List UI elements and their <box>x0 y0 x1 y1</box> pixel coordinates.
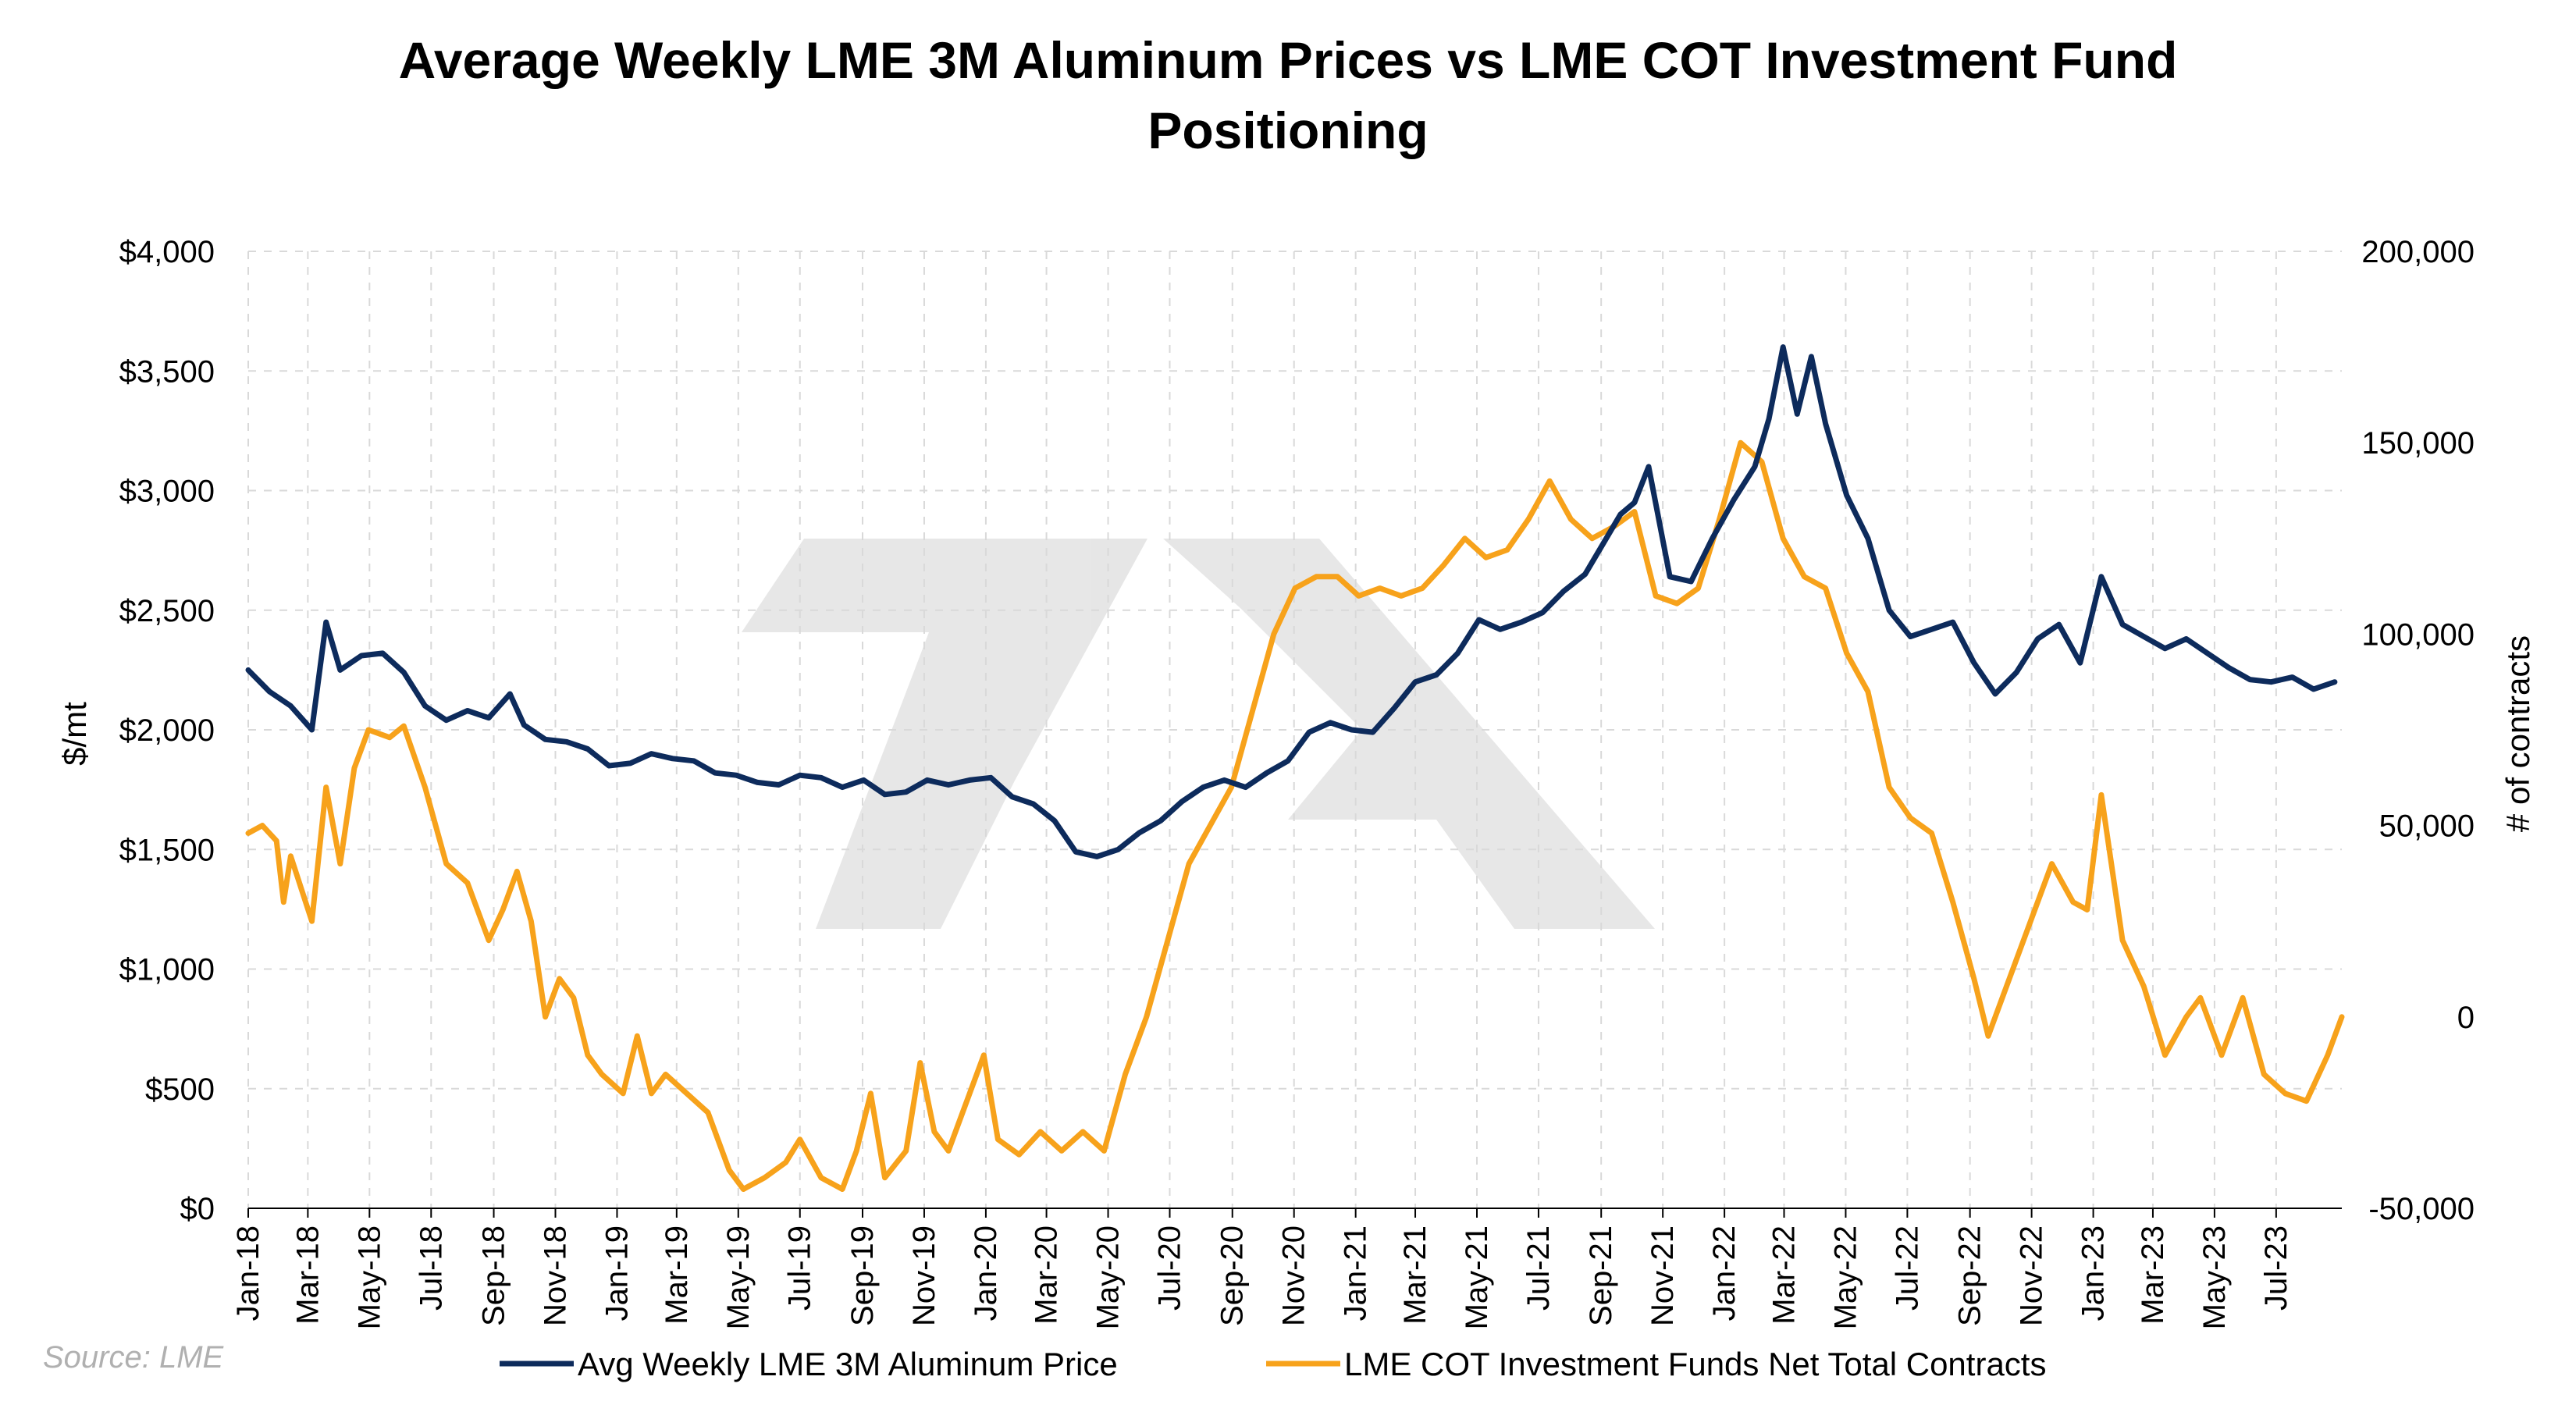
left-tick-label: $1,000 <box>119 953 215 987</box>
left-tick-label: $3,500 <box>119 354 215 389</box>
left-tick-label: $2,500 <box>119 594 215 628</box>
right-tick-label: -50,000 <box>2368 1192 2475 1226</box>
x-tick-label: Nov-18 <box>538 1225 572 1326</box>
right-tick-label: 100,000 <box>2361 617 2475 652</box>
x-tick-label: Mar-18 <box>290 1225 325 1325</box>
left-tick-label: $3,000 <box>119 475 215 509</box>
x-tick-label: Jul-21 <box>1521 1225 1556 1311</box>
x-tick-label: May-21 <box>1460 1225 1494 1329</box>
x-tick-label: Sep-18 <box>477 1225 511 1326</box>
x-tick-label: Sep-19 <box>845 1225 880 1326</box>
x-tick-label: Jan-23 <box>2076 1225 2111 1321</box>
x-tick-label: Jul-23 <box>2259 1225 2293 1311</box>
legend-label-contracts: LME COT Investment Funds Net Total Contr… <box>1344 1346 2046 1382</box>
x-tick-label: Sep-20 <box>1215 1225 1250 1326</box>
x-tick-label: Nov-19 <box>907 1225 941 1326</box>
source-note: Source: LME <box>43 1340 225 1375</box>
x-axis-ticks: Jan-18 Mar-18 May-18 Jul-18 Sep-18 Nov-18 Jan-… <box>231 1208 2342 1329</box>
x-tick-label: Mar-20 <box>1030 1225 1064 1325</box>
x-tick-label: May-18 <box>352 1225 386 1329</box>
x-tick-label: May-20 <box>1091 1225 1126 1329</box>
series-lines <box>245 344 2345 1192</box>
series-line-contracts <box>245 439 2345 1192</box>
legend-label-price: Avg Weekly LME 3M Aluminum Price <box>578 1346 1118 1382</box>
left-tick-label: $500 <box>145 1072 215 1107</box>
x-tick-label: Jul-20 <box>1152 1225 1187 1311</box>
x-tick-label: Jul-18 <box>414 1225 448 1311</box>
right-tick-label: 50,000 <box>2379 809 2475 844</box>
left-tick-label: $1,500 <box>119 833 215 867</box>
left-axis-ticks: $0 $500 $1,000 $1,500 $2,000 $2,500 $3,000 $3,5… <box>119 235 215 1226</box>
x-tick-label: Mar-22 <box>1767 1225 1801 1325</box>
x-tick-label: May-23 <box>2197 1225 2232 1329</box>
x-tick-label: Jul-19 <box>783 1225 817 1311</box>
x-tick-label: Mar-23 <box>2136 1225 2170 1325</box>
left-axis-label: $/mt <box>56 702 93 766</box>
x-tick-label: May-22 <box>1828 1225 1863 1329</box>
x-tick-label: Jan-18 <box>231 1225 265 1321</box>
chart-title-line2: Positioning <box>1147 101 1428 159</box>
x-tick-label: Nov-22 <box>2015 1225 2049 1326</box>
chart-title-line1: Average Weekly LME 3M Aluminum Prices vs… <box>399 31 2178 89</box>
x-tick-label: Nov-21 <box>1646 1225 1680 1326</box>
legend: Avg Weekly LME 3M Aluminum Price LME COT… <box>500 1346 2046 1382</box>
left-tick-label: $0 <box>180 1192 215 1226</box>
right-axis-label: # of contracts <box>2500 635 2536 832</box>
x-tick-label: Nov-20 <box>1277 1225 1311 1326</box>
right-tick-label: 0 <box>2457 1001 2475 1035</box>
right-tick-label: 200,000 <box>2361 235 2475 269</box>
left-tick-label: $2,000 <box>119 713 215 748</box>
x-tick-label: Jan-20 <box>969 1225 1003 1321</box>
x-tick-label: Sep-22 <box>1953 1225 1987 1326</box>
left-tick-label: $4,000 <box>119 235 215 269</box>
x-tick-label: Jan-19 <box>600 1225 634 1321</box>
x-tick-label: Sep-21 <box>1584 1225 1618 1326</box>
x-tick-label: Mar-19 <box>660 1225 694 1325</box>
x-tick-label: Jan-22 <box>1707 1225 1742 1321</box>
gridlines <box>247 251 2342 1209</box>
right-tick-label: 150,000 <box>2361 426 2475 461</box>
x-tick-label: Jul-22 <box>1890 1225 1924 1311</box>
x-tick-label: Jan-21 <box>1339 1225 1373 1321</box>
series-line-price <box>245 344 2338 859</box>
x-tick-label: Mar-21 <box>1398 1225 1432 1325</box>
watermark-logo <box>742 539 1655 929</box>
right-axis-ticks: -50,000 0 50,000 100,000 150,000 200,000 <box>2361 235 2475 1226</box>
x-tick-label: May-19 <box>721 1225 756 1329</box>
